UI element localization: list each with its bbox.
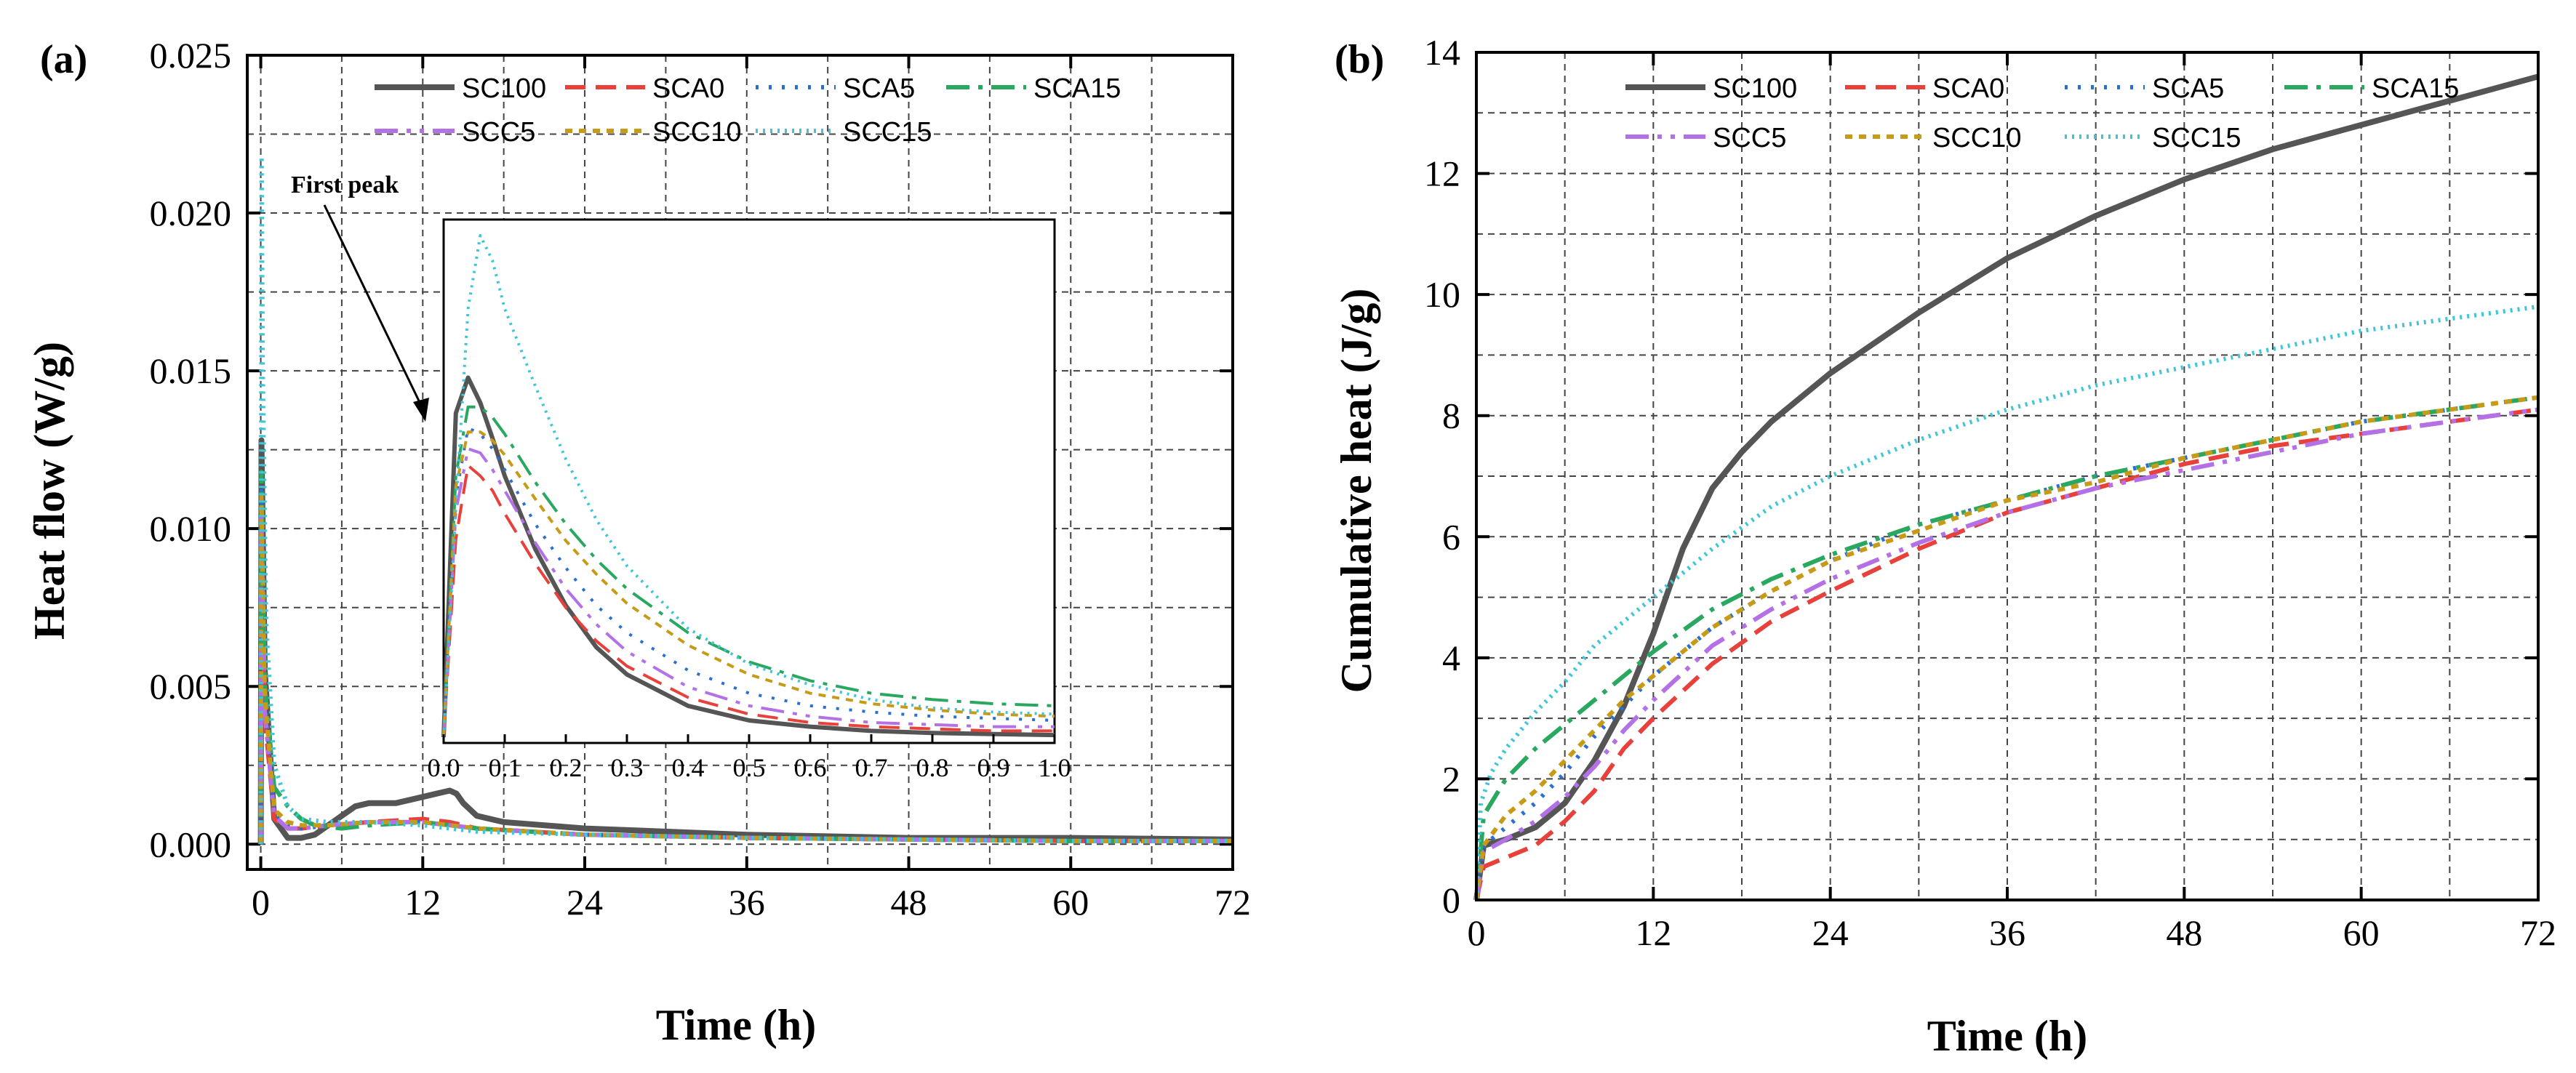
inset-series-line-sca15 [442,405,1055,738]
legend-label-sca0: SCA0 [1932,73,2004,104]
legend-label-sca15: SCA15 [1033,73,1121,104]
inset-series-line-sc100 [441,375,1055,738]
y-tick-label: 0 [1442,880,1460,920]
inset-x-tick-label: 1.0 [1039,753,1071,782]
x-tick-label: 60 [2343,912,2380,953]
series-a [257,153,1233,845]
series-line-sc100 [1473,73,2540,901]
y-tick-label: 2 [1442,758,1460,799]
y-tick-label: 12 [1424,153,1460,194]
y-tick-label: 0.020 [150,193,232,233]
x-axis-title-a: Time (h) [656,1001,817,1049]
grid-b [1476,52,2539,901]
series-line-scc15 [258,153,1233,845]
inset-frame [442,218,1056,744]
inset-series-line-scc5 [442,447,1055,738]
legend-label-scc15: SCC15 [2152,123,2241,153]
inset-x-tick-label: 0.5 [733,753,766,782]
x-tick-label: 48 [2166,912,2202,953]
series-line-sca0 [1474,407,2539,901]
inset-ticks: 0.0 0.1 0.2 0.3 0.4 0.5 0.6 0.7 0.8 0.9 1.0 [428,734,1071,782]
legend-label-scc10: SCC10 [1932,123,2022,153]
y-tick-label: 0.025 [150,35,232,76]
first-peak-arrowhead [413,398,429,422]
y-tick-label: 10 [1424,274,1460,315]
panel-b: (b) Cumulative heat (J/g) Time (h) 0 12 24… [1332,32,2556,1060]
x-tick-label: 48 [891,882,927,923]
x-tick-label: 12 [404,882,441,923]
legend-label-scc15: SCC15 [843,117,932,148]
first-peak-annotation: First peak [291,172,399,198]
inset-x-tick-label: 0.9 [977,753,1010,782]
y-tick-label: 8 [1442,395,1460,436]
legend-label-sc100: SC100 [1713,73,1797,104]
series-line-scc10 [1474,395,2539,901]
series-line-sca15 [1474,395,2539,901]
legend-label-scc5: SCC5 [1713,123,1786,153]
inset-x-tick-label: 0.8 [916,753,949,782]
y-tick-label: 0.010 [150,508,232,549]
series-line-scc10 [258,494,1233,845]
plot-frame-b [1475,51,2540,901]
x-tick-label: 72 [1215,882,1251,923]
inset-series-line-scc10 [442,430,1055,738]
x-tick-label: 12 [1635,912,1671,953]
x-tick-label: 0 [252,882,270,923]
ticks-a: 0 12 24 36 48 60 72 0.000 0.005 0.010 0.015 0.020 0.… [150,35,1252,923]
legend-label-sc100: SC100 [462,73,546,104]
y-tick-label: 4 [1442,638,1460,678]
y-tick-label: 14 [1424,32,1460,73]
legend-label-scc10: SCC10 [652,117,742,148]
x-tick-label: 36 [1989,912,2025,953]
y-tick-label: 0.005 [150,666,232,707]
inset-a: 0.0 0.1 0.2 0.3 0.4 0.5 0.6 0.7 0.8 0.9 1.0 [428,218,1071,782]
y-tick-label: 6 [1442,516,1460,557]
panel-label-b: (b) [1335,37,1384,82]
legend-label-sca5: SCA5 [2152,73,2224,104]
x-tick-label: 72 [2520,912,2556,953]
y-axis-title-a: Heat flow (W/g) [25,342,73,640]
plot-frame-a [246,54,1234,871]
x-axis-title-b: Time (h) [1927,1012,2088,1060]
first-peak-arrow [323,204,427,415]
inset-series-line-scc15 [442,234,1055,738]
x-tick-label: 0 [1468,912,1486,953]
y-tick-label: 0.015 [150,350,232,391]
inset-x-tick-label: 0.0 [428,753,460,782]
y-axis-title-b: Cumulative heat (J/g) [1332,289,1380,694]
x-tick-label: 36 [729,882,765,923]
y-tick-label: 0.000 [150,824,232,864]
x-tick-label: 24 [1812,912,1849,953]
legend-label-sca15: SCA15 [2372,73,2459,104]
inset-x-tick-label: 0.7 [855,753,888,782]
panel-label-a: (a) [40,37,87,82]
series-b [1473,73,2540,901]
inset-series [441,234,1055,738]
series-line-scc5 [1474,407,2539,901]
panel-a: (a) Heat flow (W/g) Time (h) 0 12 24 36 48 60… [25,35,1251,1049]
legend-b: SC100 SCA0 SCA5 SCA15 SCC5 SCC10 SCC15 [1625,73,2459,153]
legend-label-sca5: SCA5 [843,73,915,104]
inset-x-tick-label: 0.2 [550,753,583,782]
inset-x-tick-label: 0.1 [489,753,521,782]
legend-a: SC100 SCA0 SCA5 SCA15 SCC5 SCC10 SCC15 [375,73,1121,148]
x-tick-label: 24 [567,882,603,923]
inset-series-line-sca0 [442,464,1055,738]
legend-label-scc5: SCC5 [462,117,535,148]
legend-label-sca0: SCA0 [652,73,724,104]
x-tick-label: 60 [1052,882,1089,923]
inset-x-tick-label: 0.4 [672,753,705,782]
series-line-sc100 [257,437,1233,845]
inset-x-tick-label: 0.6 [794,753,827,782]
inset-x-tick-label: 0.3 [611,753,644,782]
